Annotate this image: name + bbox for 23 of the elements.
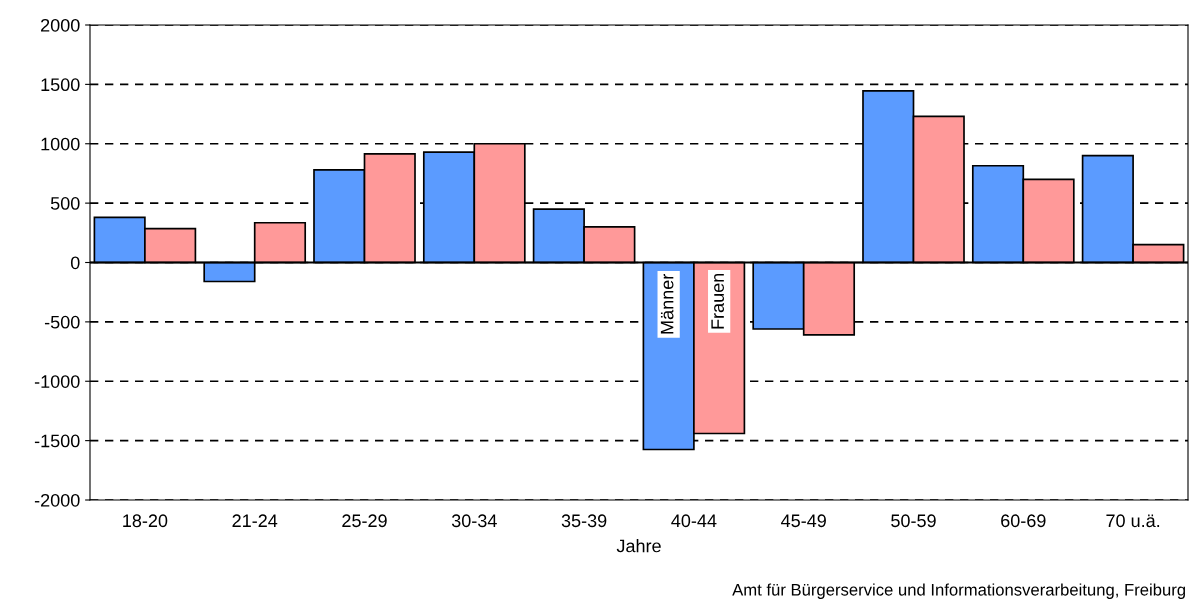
x-tick-label: 35-39 (561, 514, 607, 528)
x-tick-label: 60-69 (1001, 514, 1046, 528)
series-label: Männer (660, 274, 674, 334)
y-tick-label: 500 (50, 197, 80, 210)
text: Amt für Bürgerservice und Informationsverarbeitung, Freiburg (732, 583, 1185, 599)
x-tick-label: 70 u.ä. (1106, 514, 1160, 528)
y-tick-label: 2000 (41, 18, 80, 32)
x-tick-label: 18-20 (123, 514, 168, 528)
x-tick-label: 40-44 (671, 514, 717, 528)
series-label: Frauen (711, 273, 724, 329)
x-tick-label: 25-29 (342, 514, 387, 528)
y-tick-label: -1000 (34, 375, 80, 388)
y-tick-label: 1500 (41, 78, 80, 92)
y-tick-label: -500 (44, 315, 80, 329)
y-tick-label: 0 (70, 256, 80, 270)
y-tick-label: -2000 (34, 493, 80, 507)
x-tick-label: 21-24 (232, 514, 278, 527)
x-tick-label: 50-59 (891, 514, 936, 528)
y-tick-label: 1000 (41, 137, 80, 151)
x-tick-label: 30-34 (451, 514, 497, 528)
y-tick-label: -1500 (34, 434, 80, 448)
x-tick-label: 45-49 (781, 514, 826, 528)
x-axis-title: Jahre (616, 539, 661, 553)
